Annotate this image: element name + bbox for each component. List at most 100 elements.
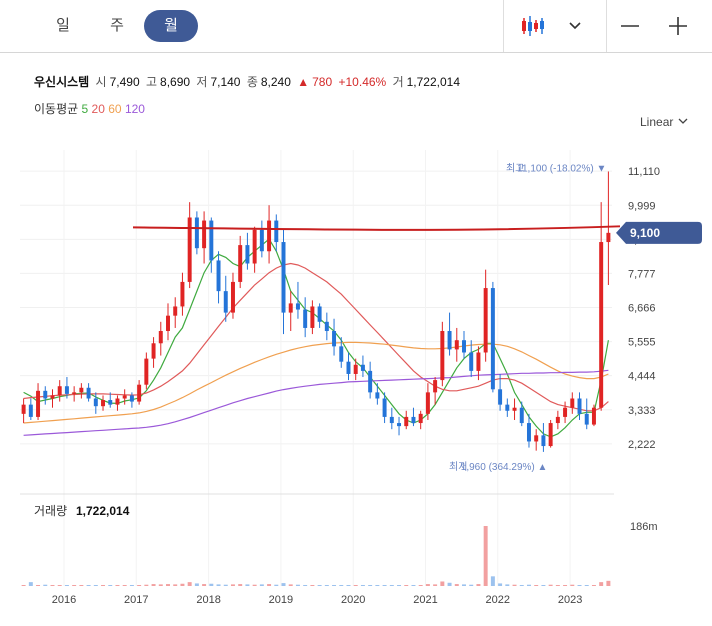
toolbar-divider <box>606 0 607 52</box>
candle-body <box>202 220 207 249</box>
ma-20: 20 <box>91 102 105 116</box>
volume-bar <box>194 583 199 586</box>
volume-bar <box>397 585 402 586</box>
candle-body <box>505 404 510 411</box>
volume-bar <box>137 585 142 586</box>
ma-120-line <box>23 369 609 436</box>
moving-average-legend[interactable]: 이동평균 5 20 60 120 <box>34 100 145 117</box>
price-axis: 11,1109,9998,8887,7776,6665,5554,4443,33… <box>628 166 660 451</box>
candle-body <box>122 395 127 399</box>
year-tick-label: 2020 <box>341 594 365 606</box>
zoom-in-icon[interactable] <box>664 12 692 40</box>
volume-bar <box>469 584 474 586</box>
candle-body <box>425 392 430 414</box>
volume-bar <box>512 584 517 586</box>
volume-bar <box>259 584 264 586</box>
volume-bar <box>295 584 300 586</box>
moving-average-lines <box>23 238 609 438</box>
candle-body <box>563 407 568 417</box>
candle-body <box>310 306 315 328</box>
volume-bar <box>462 584 466 586</box>
ma-120: 120 <box>124 102 145 116</box>
volume-bar <box>180 583 185 586</box>
volume-bar <box>555 585 560 586</box>
candle-body <box>440 331 445 381</box>
candle-body <box>216 260 221 292</box>
volume-bar <box>483 526 488 586</box>
resistance-line <box>132 225 621 231</box>
candle-body <box>252 229 257 264</box>
volume-bar <box>43 584 48 586</box>
volume-bar <box>368 585 373 586</box>
candles <box>21 171 611 452</box>
volume-bar <box>584 585 589 586</box>
volume-bar <box>202 584 207 586</box>
candle-body <box>368 370 373 393</box>
candle-body <box>599 242 604 408</box>
low-label: 저 <box>196 75 208 89</box>
volume-bar <box>129 585 134 586</box>
candlestick-chart-type-icon[interactable] <box>518 12 546 40</box>
volume-bar <box>93 585 98 586</box>
tab-daily[interactable]: 일 <box>56 17 70 34</box>
year-tick-label: 2021 <box>413 594 437 606</box>
volume-value: 1,722,014 <box>406 75 460 89</box>
candle-body <box>180 281 185 307</box>
year-tick-label: 2023 <box>558 594 582 606</box>
price-tick-label: 6,666 <box>628 303 656 315</box>
year-tick-label: 2018 <box>196 594 220 606</box>
ma-60-line <box>23 341 609 424</box>
candle-body <box>173 306 178 316</box>
open-label: 시 <box>95 75 107 89</box>
volume-bar <box>526 584 531 586</box>
volume-bar <box>498 583 503 586</box>
candle-body <box>339 346 344 362</box>
candle-body <box>187 217 192 282</box>
price-tick-label: 2,222 <box>628 439 656 451</box>
ma-legend-label: 이동평균 <box>34 102 79 116</box>
volume-bar <box>108 585 113 586</box>
year-tick-label: 2022 <box>486 594 510 606</box>
volume-bar <box>548 584 553 586</box>
volume-bar <box>86 585 91 586</box>
volume-bar <box>360 585 365 586</box>
volume-bar <box>238 584 243 586</box>
toolbar-divider <box>503 0 504 52</box>
volume-bar <box>303 585 308 586</box>
chevron-down-icon[interactable] <box>562 12 590 40</box>
volume-bar <box>339 585 344 586</box>
tab-monthly[interactable]: 월 <box>144 10 198 42</box>
candle-body <box>295 303 300 310</box>
volume-bar <box>64 585 69 586</box>
volume-bar <box>101 585 106 586</box>
volume-bar <box>353 585 358 586</box>
candle-body <box>108 400 113 405</box>
price-tick-label: 5,555 <box>628 337 656 349</box>
volume-bar <box>418 585 423 586</box>
volume-bar <box>28 582 33 586</box>
volume-bar <box>173 584 178 586</box>
candle-body <box>209 220 214 261</box>
candle-body <box>281 242 286 313</box>
scale-toggle[interactable]: Linear <box>640 115 689 129</box>
candle-body <box>526 423 531 442</box>
chevron-down-icon <box>677 115 689 129</box>
candle-body <box>360 364 365 371</box>
candle-body <box>50 395 55 399</box>
volume-bar <box>158 584 163 586</box>
candle-body <box>151 343 156 359</box>
volume-bar <box>274 584 279 586</box>
volume-bar <box>476 584 481 586</box>
scale-toggle-label: Linear <box>640 115 674 129</box>
candle-body <box>259 229 264 252</box>
volume-bar <box>404 585 409 586</box>
zoom-out-icon[interactable] <box>616 12 644 40</box>
tab-weekly[interactable]: 주 <box>110 17 124 34</box>
ma-60: 60 <box>108 102 122 116</box>
volume-bar <box>375 585 380 586</box>
volume-bars <box>21 526 611 586</box>
volume-bar <box>563 585 568 586</box>
candle-body <box>389 416 394 424</box>
candle-body <box>129 395 134 402</box>
